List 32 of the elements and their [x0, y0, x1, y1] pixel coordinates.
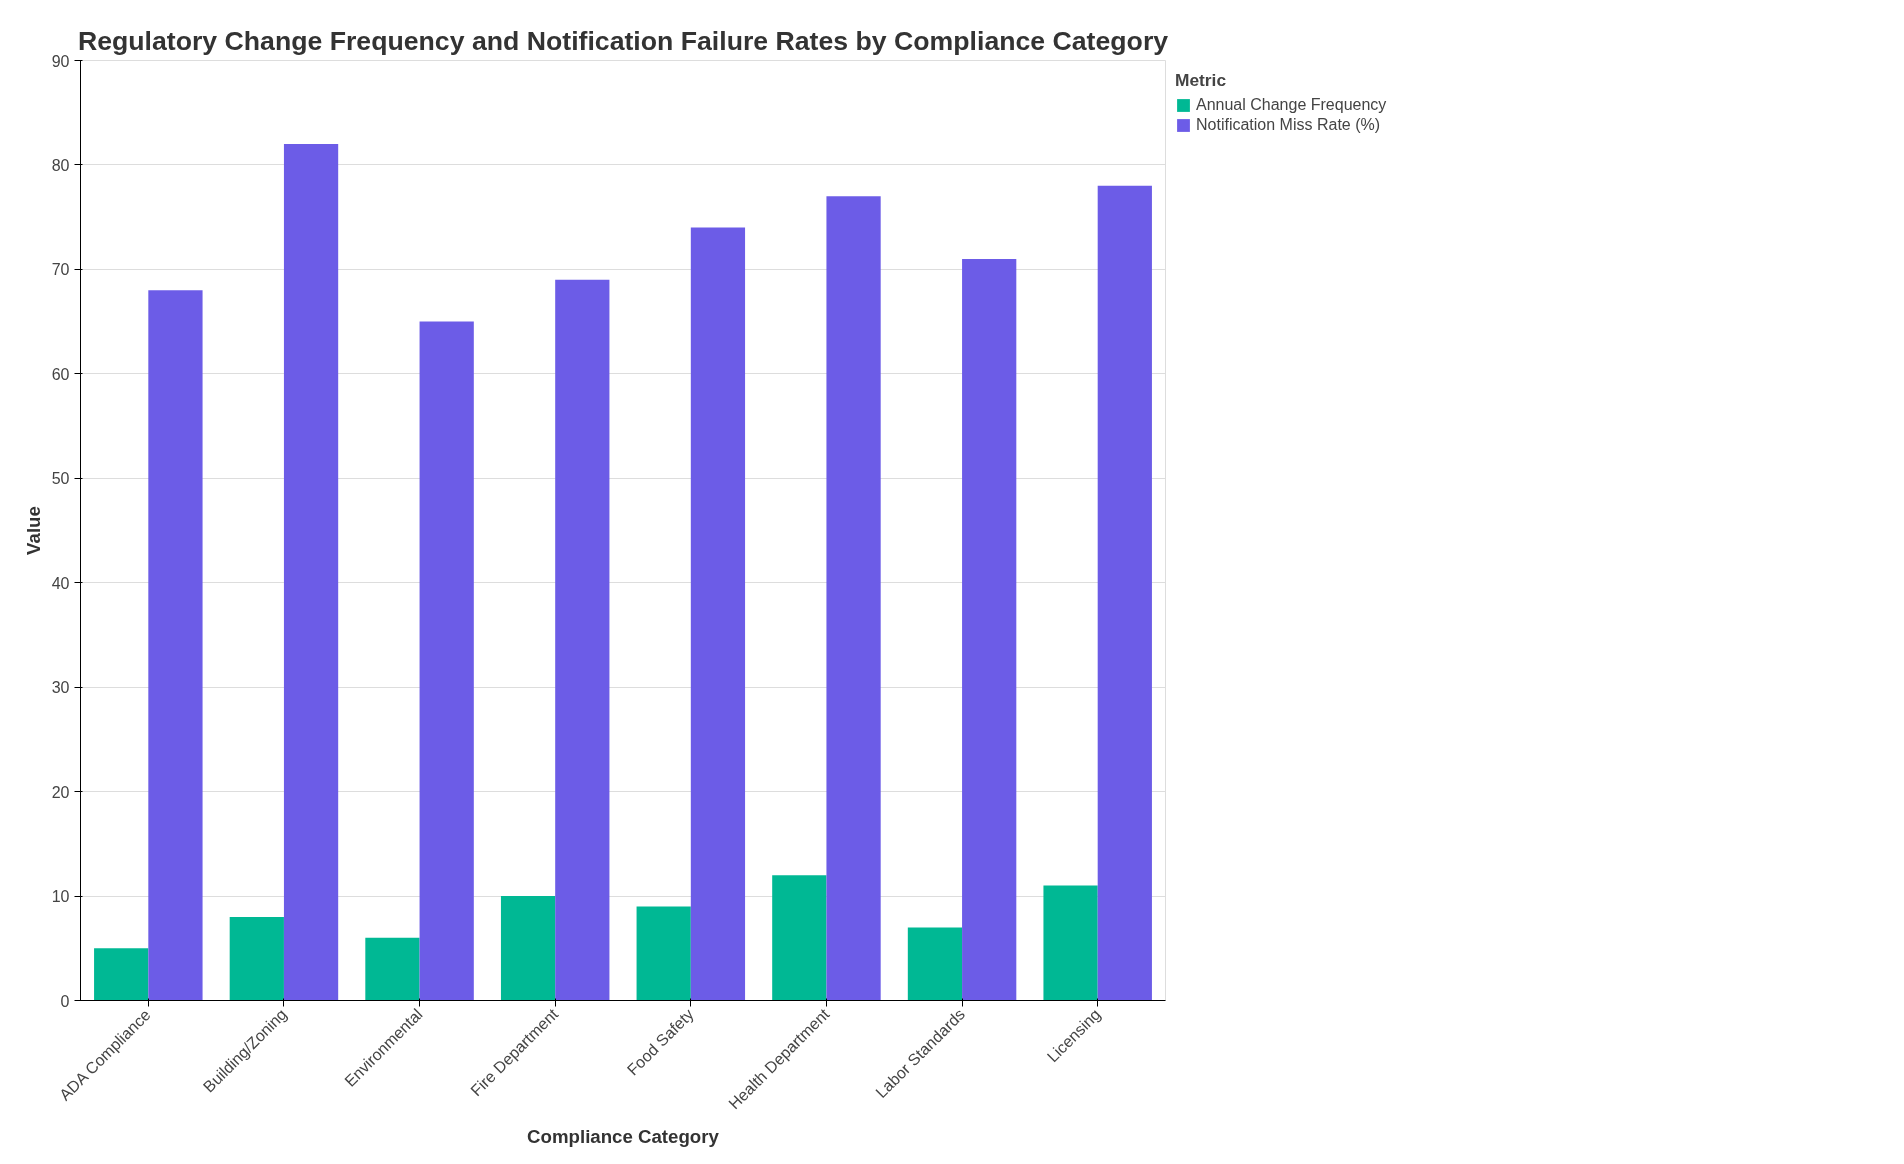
bar: [555, 279, 610, 1001]
bar: [826, 196, 881, 1001]
legend-label: Notification Miss Rate (%): [1196, 116, 1381, 134]
bar: [962, 258, 1017, 1001]
bar: [1097, 185, 1152, 1001]
y-tick-label: 90: [51, 52, 70, 70]
chart-title: Regulatory Change Frequency and Notification Failure Rates by Compliance Category: [77, 25, 1169, 56]
bar: [907, 927, 963, 1001]
y-tick-label: 30: [51, 679, 70, 697]
legend-label: Annual Change Frequency: [1196, 96, 1387, 114]
y-tick-label: 0: [60, 992, 70, 1010]
y-tick-label: 60: [51, 365, 70, 383]
bar: [690, 227, 746, 1001]
bar: [365, 937, 420, 1001]
bar: [636, 906, 691, 1001]
y-tick-label: 10: [51, 888, 70, 906]
bar: [283, 144, 339, 1001]
x-axis-title: Compliance Category: [527, 1126, 720, 1148]
legend-title: Metric: [1175, 70, 1228, 91]
bar: [772, 875, 827, 1001]
y-axis-title: Value: [22, 506, 44, 555]
bar: [94, 948, 149, 1001]
bar: [229, 916, 284, 1001]
bar: [148, 290, 203, 1001]
y-tick-label: 70: [51, 261, 70, 279]
y-tick-label: 50: [51, 470, 70, 488]
y-tick-label: 80: [51, 156, 70, 174]
bar: [1043, 885, 1098, 1001]
bar: [500, 896, 556, 1001]
bar: [419, 321, 474, 1001]
y-tick-label: 40: [51, 574, 70, 592]
y-tick-label: 20: [51, 783, 70, 801]
